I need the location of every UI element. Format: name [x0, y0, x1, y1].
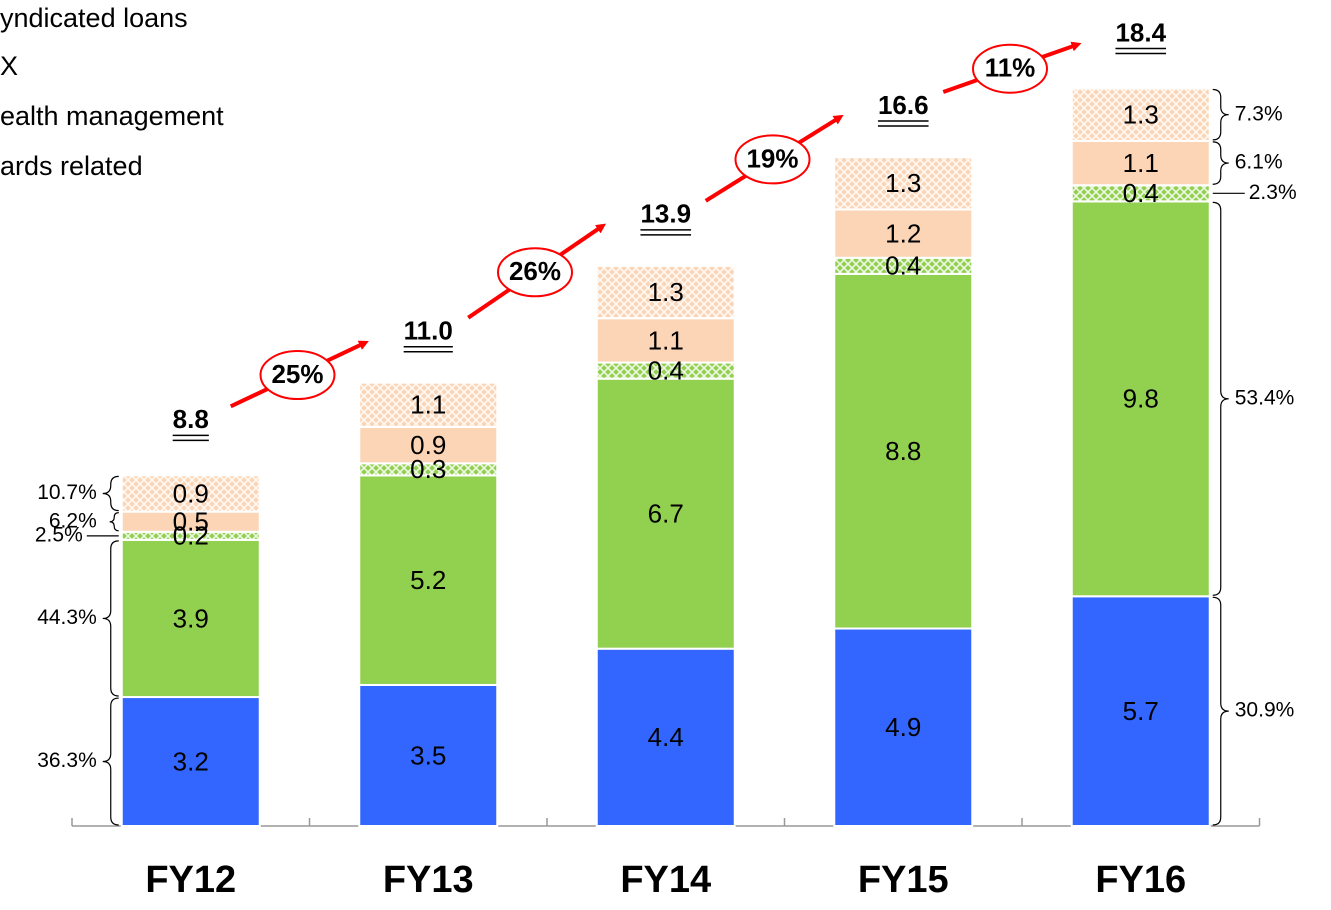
x-tick-label: FY14 [620, 859, 711, 901]
segment-label: 1.3 [885, 168, 921, 198]
bar-segment [1070, 200, 1211, 598]
segment-label: 3.9 [173, 603, 209, 633]
legend-label: yndicated loans [0, 3, 188, 33]
share-brace [102, 475, 119, 512]
bar-segment [595, 647, 736, 827]
bar-segment [120, 696, 261, 827]
x-tick-label: FY16 [1095, 859, 1186, 901]
legend-label: X [0, 51, 18, 81]
bar-segment [833, 627, 974, 828]
share-brace [109, 512, 119, 532]
bar-segment [1070, 139, 1211, 187]
share-brace [1212, 141, 1229, 185]
share-brace [102, 697, 119, 826]
segment-label: 0.9 [173, 478, 209, 508]
segment-label: 1.3 [1123, 100, 1159, 130]
bar-segment [1070, 87, 1211, 142]
share-brace [1212, 201, 1229, 596]
growth-bubble [497, 247, 573, 298]
bar-segment [358, 683, 499, 828]
bar-segment [120, 474, 261, 513]
x-tick-label: FY12 [145, 859, 236, 901]
bar-segment [833, 156, 974, 211]
share-brace [1212, 596, 1229, 826]
share-label: 2.5% [35, 523, 83, 546]
segment-label: 9.8 [1123, 384, 1159, 414]
total-label: 16.6 [878, 90, 929, 120]
segment-label: 0.4 [1123, 178, 1159, 208]
share-label: 7.3% [1235, 102, 1283, 125]
segment-label: 0.9 [410, 430, 446, 460]
growth-label: 11% [985, 53, 1036, 83]
segment-label: 1.1 [410, 390, 446, 420]
bar-segment [358, 474, 499, 686]
growth-bubble [734, 134, 811, 185]
segment-label: 0.5 [173, 507, 209, 537]
segment-label: 5.2 [410, 565, 446, 595]
share-label: 10.7% [37, 481, 97, 504]
growth-label: 26% [509, 256, 561, 286]
segment-label: 1.3 [648, 277, 684, 307]
segment-label: 1.2 [885, 218, 921, 248]
growth-bubble [972, 43, 1048, 94]
bar-segment [833, 272, 974, 630]
x-tick-label: FY13 [383, 859, 474, 901]
total-label: 8.8 [173, 404, 209, 434]
bar-segment [358, 426, 499, 465]
segment-label: 0.3 [410, 454, 446, 484]
segment-label: 6.7 [648, 499, 684, 529]
segment-label: 1.1 [648, 325, 684, 355]
segment-label: 3.2 [173, 746, 209, 776]
share-label: 30.9% [1235, 699, 1295, 722]
share-label: 2.3% [1249, 181, 1297, 204]
growth-bubble [259, 350, 336, 401]
growth-label: 19% [746, 143, 798, 173]
segment-label: 5.7 [1123, 696, 1159, 726]
growth-label: 25% [271, 359, 323, 389]
total-label: 18.4 [1115, 17, 1166, 47]
segment-label: 8.8 [885, 436, 921, 466]
bar-segment [595, 377, 736, 650]
legend-label: ards related [0, 151, 143, 181]
x-tick-label: FY15 [858, 859, 949, 901]
segment-label: 4.9 [885, 712, 921, 742]
legend-label: ealth management [0, 101, 224, 131]
share-label: 6.2% [49, 509, 97, 532]
segment-label: 1.1 [1123, 148, 1159, 178]
share-label: 36.3% [37, 749, 97, 772]
bar-segment [1070, 595, 1211, 827]
share-label: 53.4% [1235, 386, 1295, 409]
bar-segment [833, 208, 974, 259]
share-brace [102, 540, 119, 697]
bar-segment [120, 538, 261, 699]
segment-label: 4.4 [648, 722, 684, 752]
total-label: 13.9 [640, 199, 691, 229]
bar-segment [595, 317, 736, 364]
share-label: 44.3% [37, 606, 97, 629]
share-brace [1212, 88, 1229, 141]
total-label: 11.0 [404, 316, 453, 346]
segment-label: 3.5 [410, 740, 446, 770]
segment-label: 0.4 [885, 251, 921, 281]
segment-label: 0.2 [173, 521, 209, 551]
bar-segment [595, 264, 736, 320]
segment-label: 0.4 [648, 355, 684, 385]
share-label: 6.1% [1235, 151, 1283, 174]
bar-segment [358, 381, 499, 429]
